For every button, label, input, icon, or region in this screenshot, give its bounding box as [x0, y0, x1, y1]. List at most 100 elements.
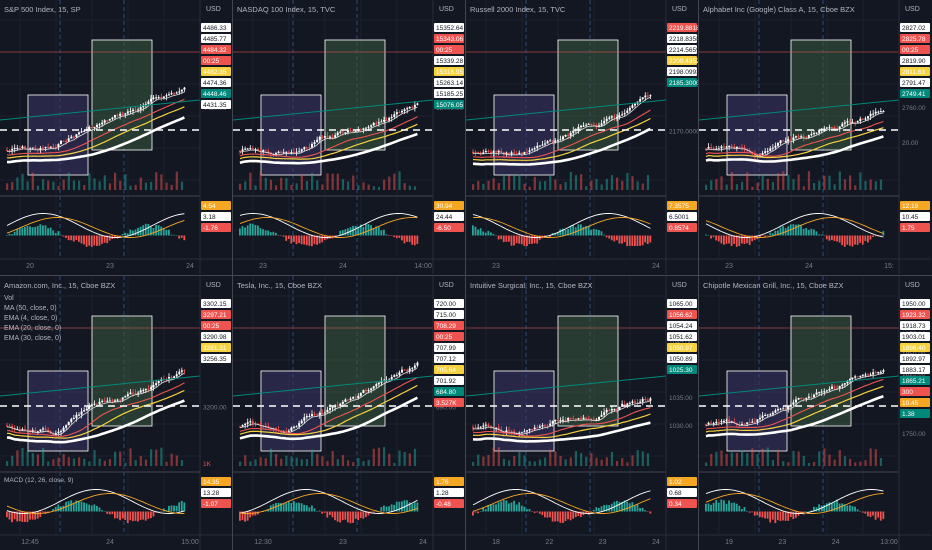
volume-bar	[646, 174, 650, 190]
chart-svg-tsla[interactable]: Tesla, Inc., 15, Cboe BZXUSD710.00700.00…	[233, 276, 465, 550]
macd-histogram-bar	[124, 232, 127, 236]
macd-histogram-bar	[603, 234, 605, 236]
oscillator-label: 3.18	[203, 214, 216, 221]
macd-histogram-bar	[592, 509, 595, 512]
candle-body	[144, 388, 147, 391]
panel-divider-horizontal[interactable]	[0, 275, 932, 276]
price-axis-tick: 1030.00	[669, 423, 693, 430]
macd-histogram-bar	[121, 234, 124, 236]
candle-body	[370, 388, 373, 391]
candle-body	[98, 124, 101, 126]
macd-histogram-bar	[316, 511, 318, 512]
volume-bar	[170, 453, 173, 466]
volume-bar	[477, 180, 480, 190]
macd-histogram-bar	[300, 235, 303, 245]
chart-panel-cmg[interactable]: Chipotle Mexican Grill, Inc., 15, Cboe B…	[699, 276, 931, 550]
chart-panel-tsla[interactable]: Tesla, Inc., 15, Cboe BZXUSD710.00700.00…	[233, 276, 465, 550]
candle-body	[401, 111, 403, 113]
macd-histogram-bar	[639, 508, 641, 512]
chart-svg-rut[interactable]: Russell 2000 Index, 15, TVCUSD2230.00002…	[466, 0, 698, 274]
macd-histogram-bar	[861, 511, 864, 513]
chart-svg-isrg[interactable]: Intuitive Surgical, Inc., 15, Cboe BZX US…	[466, 276, 698, 550]
macd-histogram-bar	[162, 227, 165, 236]
volume-bar	[874, 449, 877, 466]
volume-bar	[859, 172, 862, 190]
macd-histogram-bar	[623, 500, 626, 512]
chart-panel-amzn[interactable]: Amazon.com, Inc., 15, Cboe BZX Vol MA (50,…	[0, 276, 232, 550]
candle-body	[152, 97, 155, 99]
chart-panel-isrg[interactable]: Intuitive Surgical, Inc., 15, Cboe BZX US…	[466, 276, 698, 550]
macd-histogram-bar	[62, 235, 65, 237]
volume-bar	[139, 177, 142, 190]
candle-body	[241, 149, 244, 151]
candle-body	[134, 393, 137, 395]
panel-title: Russell 2000 Index, 15, TVC	[470, 5, 566, 14]
time-axis-tick: 23	[259, 263, 267, 270]
price-axis-tick: 1035.00	[669, 395, 693, 402]
price-label: 708.29	[436, 323, 456, 330]
candle-body	[595, 419, 598, 421]
macd-histogram-bar	[497, 235, 500, 240]
macd-histogram-bar	[621, 235, 623, 244]
currency-label: USD	[206, 282, 221, 289]
candle-body	[577, 127, 580, 130]
macd-histogram-bar	[748, 511, 751, 513]
chart-panel-rut[interactable]: Russell 2000 Index, 15, TVCUSD2230.00002…	[466, 0, 698, 274]
volume-bar	[300, 459, 303, 466]
macd-histogram-bar	[510, 502, 513, 512]
price-label-box	[900, 34, 930, 43]
candle-body	[536, 145, 539, 149]
macd-histogram-bar	[869, 511, 872, 518]
volume-bar	[383, 447, 386, 466]
candle-body	[6, 425, 8, 427]
candle-body	[18, 147, 21, 149]
candle-body	[715, 148, 718, 150]
macd-histogram-bar	[401, 501, 403, 512]
macd-histogram-bar	[347, 511, 349, 523]
candle-body	[416, 103, 419, 105]
price-label: 715.00	[436, 312, 456, 319]
macd-histogram-bar	[641, 235, 644, 246]
candle-body	[47, 429, 50, 432]
candle-body	[295, 426, 298, 428]
price-label-box	[900, 365, 930, 374]
ema-20-line	[472, 407, 651, 437]
candle-body	[285, 431, 288, 433]
chart-panel-spx[interactable]: S&P 500 Index, 15, SPUSD4460.004420.0044…	[0, 0, 232, 274]
chart-svg-goog[interactable]: Alphabet Inc (Google) Class A, 15, Cboe …	[699, 0, 931, 274]
candle-body	[869, 113, 872, 117]
volume-bar	[413, 448, 417, 466]
candle-body	[761, 415, 764, 418]
macd-histogram-bar	[34, 511, 37, 520]
macd-histogram-bar	[334, 511, 336, 521]
macd-histogram-bar	[380, 230, 383, 236]
candle-body	[70, 136, 73, 139]
chart-svg-ndx[interactable]: NASDAQ 100 Index, 15, TVCUSD15500.001500…	[233, 0, 465, 274]
oscillator-label-box	[434, 477, 464, 486]
macd-histogram-bar	[741, 509, 743, 512]
price-label: 1056.62	[669, 312, 693, 319]
price-label-box	[900, 343, 930, 352]
chart-svg-spx[interactable]: S&P 500 Index, 15, SPUSD4460.004420.0044…	[0, 0, 232, 274]
chart-svg-cmg[interactable]: Chipotle Mexican Grill, Inc., 15, Cboe B…	[699, 276, 931, 550]
volume-bar	[487, 454, 490, 466]
volume-bar	[367, 184, 370, 190]
volume-bar	[854, 462, 857, 466]
candle-body	[326, 136, 329, 138]
chart-panel-goog[interactable]: Alphabet Inc (Google) Class A, 15, Cboe …	[699, 0, 931, 274]
candle-body	[390, 117, 393, 119]
candle-body	[872, 113, 875, 115]
candle-body	[613, 116, 616, 118]
macd-histogram-bar	[797, 224, 800, 236]
candle-body	[365, 390, 367, 392]
candle-body	[823, 391, 826, 393]
candle-body	[26, 429, 29, 431]
macd-histogram-bar	[823, 235, 826, 236]
volume-bar	[347, 181, 350, 190]
macd-histogram-bar	[508, 235, 510, 242]
macd-histogram-bar	[843, 235, 846, 247]
chart-panel-ndx[interactable]: NASDAQ 100 Index, 15, TVCUSD15500.001500…	[233, 0, 465, 274]
macd-histogram-bar	[631, 502, 634, 512]
macd-histogram-bar	[472, 225, 474, 236]
